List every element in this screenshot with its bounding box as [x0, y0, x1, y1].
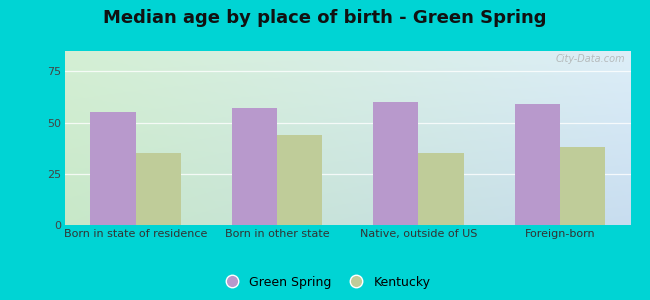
Bar: [232, 108, 277, 225]
Bar: [277, 135, 322, 225]
Bar: [373, 102, 419, 225]
Bar: [90, 112, 136, 225]
Bar: [136, 153, 181, 225]
Bar: [515, 104, 560, 225]
Bar: [419, 153, 463, 225]
Legend: Green Spring, Kentucky: Green Spring, Kentucky: [214, 271, 436, 294]
Text: Median age by place of birth - Green Spring: Median age by place of birth - Green Spr…: [103, 9, 547, 27]
Text: City-Data.com: City-Data.com: [555, 55, 625, 64]
Bar: [560, 147, 605, 225]
